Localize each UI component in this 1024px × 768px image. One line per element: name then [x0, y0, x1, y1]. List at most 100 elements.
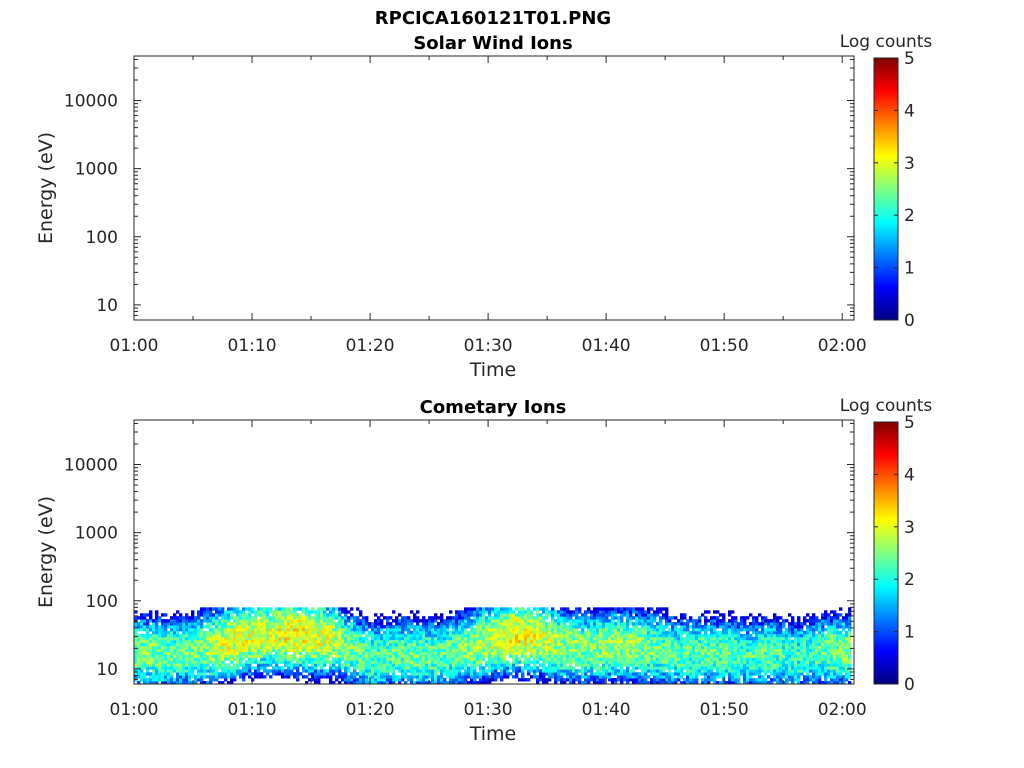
spectrogram-cell [224, 651, 228, 655]
spectrogram-cell [446, 625, 450, 629]
spectrogram-cell [533, 639, 537, 644]
spectrogram-cell [629, 657, 633, 661]
spectrogram-cell [671, 672, 675, 676]
spectrogram-cell [677, 645, 681, 650]
spectrogram-cell [302, 645, 306, 650]
spectrogram-cell [557, 672, 561, 676]
spectrogram-cell [263, 642, 267, 647]
spectrogram-cell [656, 607, 660, 611]
spectrogram-cell [596, 675, 600, 679]
spectrogram-cell [395, 675, 399, 679]
spectrogram-cell [692, 675, 696, 679]
spectrogram-cell [317, 645, 321, 650]
spectrogram-cell [296, 663, 300, 667]
spectrogram-cell [275, 625, 279, 629]
spectrogram-cell [497, 607, 501, 611]
spectrogram-cell [257, 654, 261, 658]
spectrogram-cell [134, 625, 138, 629]
spectrogram-cell [716, 645, 720, 650]
spectrogram-cell [221, 648, 225, 652]
spectrogram-cell [647, 663, 651, 667]
spectrogram-cell [647, 639, 651, 644]
spectrogram-cell [401, 639, 405, 644]
spectrogram-cell [299, 639, 303, 644]
spectrogram-cell [392, 610, 396, 614]
spectrogram-cell [455, 613, 459, 617]
spectrogram-cell [491, 636, 495, 641]
spectrogram-cell [707, 657, 711, 661]
spectrogram-cell [218, 622, 222, 626]
spectrogram-cell [323, 613, 327, 617]
spectrogram-cell [230, 616, 234, 620]
spectrogram-cell [398, 660, 402, 664]
spectrogram-cell [542, 607, 546, 611]
spectrogram-cell [191, 660, 195, 664]
spectrogram-cell [680, 625, 684, 629]
spectrogram-cell [626, 648, 630, 652]
spectrogram-cell [458, 648, 462, 652]
spectrogram-cell [737, 672, 741, 676]
spectrogram-cell [362, 663, 366, 667]
spectrogram-cell [458, 663, 462, 667]
spectrogram-cell [182, 648, 186, 652]
spectrogram-cell [551, 627, 555, 632]
spectrogram-cell [746, 666, 750, 670]
spectrogram-cell [701, 660, 705, 664]
spectrogram-cell [143, 613, 147, 617]
spectrogram-cell [617, 633, 621, 638]
spectrogram-cell [179, 672, 183, 676]
spectrogram-cell [524, 642, 528, 647]
spectrogram-cell [548, 666, 552, 670]
spectrogram-cell [269, 660, 273, 664]
spectrogram-cell [725, 645, 729, 650]
spectrogram-cell [230, 610, 234, 614]
spectrogram-cell [698, 654, 702, 658]
spectrogram-cell [560, 633, 564, 638]
spectrogram-cell [503, 613, 507, 617]
spectrogram-cell [380, 622, 384, 626]
spectrogram-cell [587, 669, 591, 673]
spectrogram-cell [374, 633, 378, 638]
spectrogram-cell [515, 663, 519, 667]
spectrogram-cell [671, 651, 675, 655]
spectrogram-cell [536, 675, 540, 679]
spectrogram-cell [152, 672, 156, 676]
spectrogram-cell [221, 619, 225, 623]
spectrogram-cell [677, 648, 681, 652]
spectrogram-cell [173, 636, 177, 641]
spectrogram-cell [524, 636, 528, 641]
spectrogram-cell [134, 642, 138, 647]
spectrogram-cell [380, 639, 384, 644]
spectrogram-cell [656, 613, 660, 617]
spectrogram-cell [740, 627, 744, 632]
spectrogram-cell [746, 669, 750, 673]
spectrogram-cell [509, 625, 513, 629]
spectrogram-cell [440, 619, 444, 623]
spectrogram-cell [371, 681, 375, 684]
spectrogram-cell [371, 622, 375, 626]
spectrogram-cell [437, 636, 441, 641]
spectrogram-cell [725, 666, 729, 670]
spectrogram-cell [479, 607, 483, 611]
spectrogram-cell [353, 672, 357, 676]
spectrogram-cell [710, 642, 714, 647]
spectrogram-cell [203, 675, 207, 679]
spectrogram-cell [200, 613, 204, 617]
spectrogram-cell [698, 663, 702, 667]
spectrogram-cell [341, 651, 345, 655]
spectrogram-cell [215, 610, 219, 614]
spectrogram-cell [287, 625, 291, 629]
spectrogram-cell [557, 636, 561, 641]
spectrogram-cell [323, 630, 327, 635]
spectrogram-cell [584, 675, 588, 679]
spectrogram-cell [470, 607, 474, 611]
spectrogram-cell [665, 622, 669, 626]
spectrogram-cell [650, 613, 654, 617]
spectrogram-cell [740, 625, 744, 629]
spectrogram-cell [146, 672, 150, 676]
spectrogram-cell [623, 607, 627, 611]
spectrogram-cell [602, 675, 606, 679]
spectrogram-cell [677, 666, 681, 670]
spectrogram-cell [320, 625, 324, 629]
spectrogram-cell [341, 657, 345, 661]
